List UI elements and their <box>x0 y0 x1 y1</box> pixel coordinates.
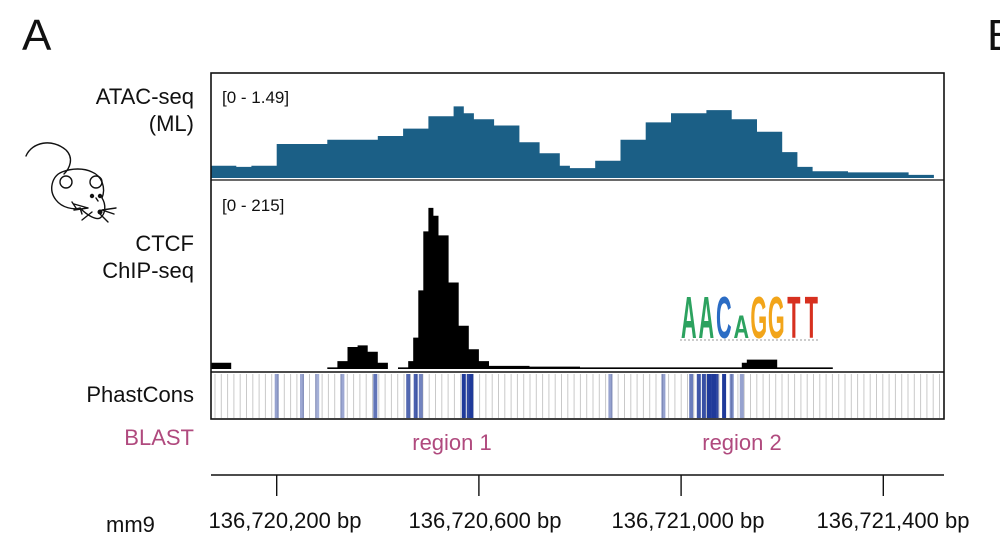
phastcons-conserved-bar <box>315 374 320 418</box>
ctcf-track <box>211 207 944 369</box>
motif-letter: G <box>750 286 767 351</box>
x-tick-label: 136,721,400 bp <box>816 508 970 533</box>
phastcons-conserved-bar <box>406 374 411 418</box>
blast-region-2: region 2 <box>702 430 782 455</box>
x-tick-label: 136,721,000 bp <box>611 508 765 533</box>
phastcons-conserved-bar <box>274 374 279 418</box>
phastcons-track-label: PhastCons <box>86 382 194 407</box>
motif-letter: A <box>698 286 714 351</box>
motif-letter: A <box>681 286 697 351</box>
tracks-frame <box>210 72 945 420</box>
motif-letter: A <box>733 308 749 345</box>
phastcons-conserved-bar <box>722 374 727 418</box>
genome-label: mm9 <box>106 512 155 537</box>
phastcons-conserved-bar <box>739 374 744 418</box>
phastcons-conserved-bar <box>701 374 706 418</box>
ctcf-label-line2: ChIP-seq <box>102 258 194 283</box>
phastcons-track <box>214 374 940 418</box>
motif-letter: C <box>716 286 732 351</box>
phastcons-conserved-bar <box>696 374 701 418</box>
x-tick-label: 136,720,200 bp <box>208 508 362 533</box>
ctcf-track-label: CTCF ChIP-seq <box>102 230 194 284</box>
atac-label-line2: (ML) <box>148 111 194 136</box>
atac-label-line1: ATAC-seq <box>95 84 194 109</box>
phastcons-conserved-bar <box>714 374 719 418</box>
phastcons-conserved-bar <box>661 374 666 418</box>
blast-region-1: region 1 <box>412 430 492 455</box>
motif-letter: T <box>787 286 800 351</box>
next-panel-letter: B <box>987 14 1000 58</box>
phastcons-conserved-bar <box>709 374 714 418</box>
ctcf-label-line1: CTCF <box>135 231 194 256</box>
motif-letter: G <box>768 286 785 351</box>
atac-range-label: [0 - 1.49] <box>222 88 290 107</box>
phastcons-conserved-bar <box>729 374 734 418</box>
genome-axis <box>211 474 944 496</box>
atac-track-label: ATAC-seq (ML) <box>96 83 194 137</box>
phastcons-conserved-bar <box>469 374 474 418</box>
phastcons-conserved-bar <box>689 374 694 418</box>
blast-track-label: BLAST <box>124 425 194 450</box>
phastcons-conserved-bar <box>608 374 613 418</box>
atac-track <box>211 106 944 178</box>
phastcons-conserved-bar <box>340 374 345 418</box>
phastcons-conserved-bar <box>300 374 304 418</box>
atac-signal-area <box>211 106 944 178</box>
ctcf-signal-area <box>211 207 944 369</box>
phastcons-conserved-bar <box>706 374 711 418</box>
ctcf-range-label: [0 - 215] <box>222 196 285 215</box>
phastcons-conserved-bar <box>373 374 378 418</box>
motif-letter: T <box>805 286 818 351</box>
phastcons-conserved-bar <box>712 374 716 418</box>
panel-letter: A <box>22 11 52 60</box>
mouse-icon <box>25 142 117 223</box>
phastcons-conserved-bar <box>466 374 471 418</box>
phastcons-conserved-bar <box>461 374 466 418</box>
phastcons-conserved-bar <box>413 374 418 418</box>
phastcons-conserved-bar <box>418 374 423 418</box>
x-tick-label: 136,720,600 bp <box>408 508 562 533</box>
